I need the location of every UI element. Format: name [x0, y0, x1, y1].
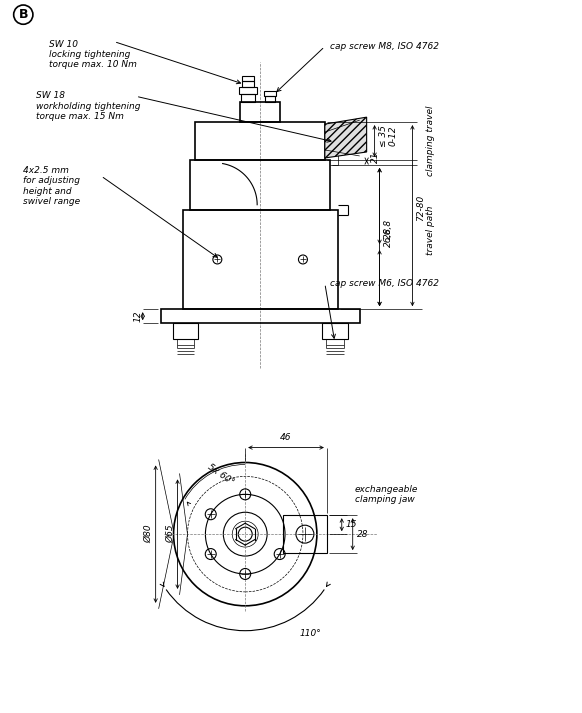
Text: cap screw M6, ISO 4762: cap screw M6, ISO 4762	[330, 279, 439, 288]
Bar	[196, 122, 325, 160]
Text: SW 10
locking tightening
torque max. 10 Nm: SW 10 locking tightening torque max. 10 …	[49, 39, 137, 69]
Bar	[326, 339, 344, 345]
Bar	[265, 96, 275, 102]
Text: ≤ 35: ≤ 35	[378, 125, 388, 147]
Text: clamping travel: clamping travel	[426, 106, 435, 176]
Text: cap screw M8, ISO 4762: cap screw M8, ISO 4762	[330, 42, 439, 51]
Bar	[176, 339, 194, 345]
Text: 26,8: 26,8	[384, 219, 392, 239]
Text: 46: 46	[281, 433, 292, 441]
Bar	[190, 160, 330, 210]
Bar	[241, 94, 255, 102]
Text: 0-12: 0-12	[389, 125, 398, 146]
Bar	[161, 309, 360, 323]
Bar	[264, 91, 276, 96]
Text: 21: 21	[371, 152, 379, 163]
Text: 26,8: 26,8	[384, 227, 392, 247]
Text: 12: 12	[133, 310, 142, 322]
Text: 15: 15	[346, 520, 357, 529]
Text: SW 18
workholding tightening
torque max. 15 Nm: SW 18 workholding tightening torque max.…	[36, 91, 141, 121]
Text: 110°: 110°	[300, 629, 322, 638]
Text: 5x 60°: 5x 60°	[205, 462, 235, 487]
Text: B: B	[19, 8, 28, 21]
Text: 4x2.5 mm
for adjusting
height and
swivel range: 4x2.5 mm for adjusting height and swivel…	[23, 166, 80, 206]
Bar	[183, 210, 338, 309]
Bar	[242, 76, 254, 81]
Bar	[173, 323, 198, 339]
Bar	[239, 87, 257, 94]
Text: 28: 28	[357, 530, 368, 538]
Polygon shape	[325, 117, 367, 158]
Bar	[242, 81, 254, 87]
Text: Ø65: Ø65	[166, 525, 175, 543]
Bar	[322, 323, 347, 339]
Text: 72-80: 72-80	[416, 195, 425, 221]
Bar	[240, 102, 280, 122]
Text: Ø80: Ø80	[144, 525, 153, 543]
Bar	[283, 515, 327, 553]
Text: travel path: travel path	[426, 206, 435, 255]
Text: exchangeable
clamping jaw: exchangeable clamping jaw	[354, 485, 418, 504]
